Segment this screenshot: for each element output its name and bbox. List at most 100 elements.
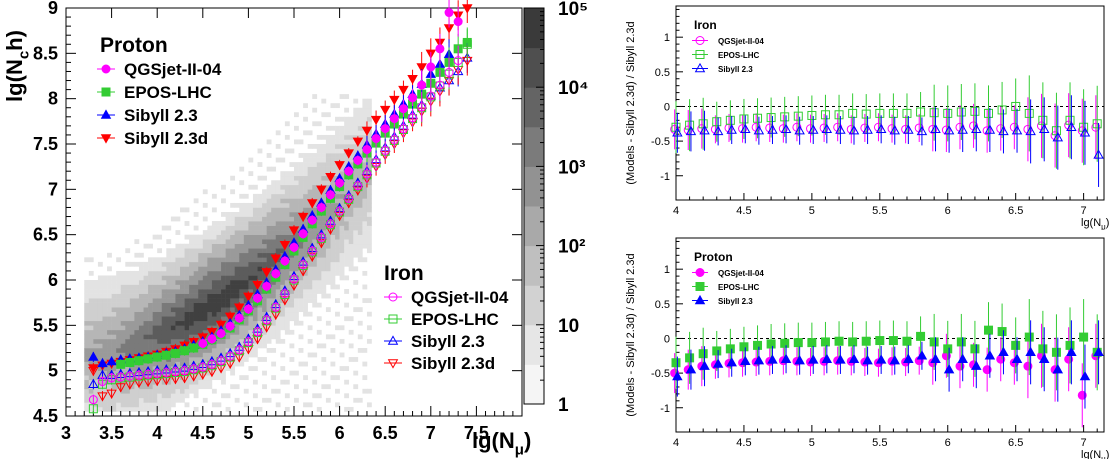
density-cell: [339, 261, 345, 267]
density-cell: [180, 275, 185, 281]
density-cell: [366, 157, 372, 163]
density-cell: [102, 280, 108, 285]
density-cell: [157, 261, 163, 267]
density-cell: [225, 275, 231, 281]
density-cell: [97, 334, 103, 340]
density-cell: [307, 162, 313, 167]
density-cell: [252, 311, 258, 317]
density-cell: [107, 298, 112, 303]
density-cell: [157, 266, 163, 272]
density-cell: [303, 157, 308, 163]
density-cell: [357, 107, 363, 113]
density-cell: [107, 334, 112, 340]
density-cell: [198, 325, 204, 331]
density-cell: [321, 284, 327, 290]
density-cell: [294, 198, 299, 204]
density-cell: [125, 316, 131, 322]
density-cell: [102, 338, 108, 344]
density-cell: [134, 379, 140, 385]
density-cell: [84, 384, 90, 390]
density-cell: [88, 329, 94, 335]
data-point: [889, 355, 901, 365]
density-cell: [93, 302, 99, 308]
density-cell: [125, 384, 131, 390]
density-cell: [353, 293, 359, 299]
density-cell: [198, 298, 204, 303]
density-cell: [102, 298, 108, 303]
legend-marker: [387, 335, 399, 345]
density-cell: [303, 298, 308, 303]
density-cell: [366, 221, 372, 226]
density-cell: [166, 338, 172, 344]
density-cell: [339, 366, 345, 371]
density-cell: [207, 261, 213, 267]
density-cell: [143, 284, 149, 290]
density-cell: [262, 230, 267, 235]
density-cell: [335, 134, 340, 140]
data-point: [252, 280, 263, 291]
legend-marker: [101, 87, 111, 97]
colorbar: [524, 8, 544, 405]
density-cell: [207, 252, 213, 258]
density-cell: [189, 334, 194, 340]
density-cell: [216, 348, 222, 353]
data-point: [280, 256, 290, 266]
density-cell: [348, 207, 354, 213]
density-cell: [339, 248, 345, 254]
density-cell: [116, 338, 122, 344]
density-cell: [357, 230, 363, 235]
density-cell: [266, 316, 272, 322]
density-cell: [330, 266, 336, 272]
density-cell: [116, 280, 122, 285]
density-cell: [362, 139, 368, 145]
data-point: [298, 260, 308, 270]
density-cell: [344, 107, 350, 113]
density-cell: [184, 280, 190, 285]
data-point: [1066, 346, 1077, 357]
density-cell: [211, 302, 217, 308]
density-cell: [225, 316, 231, 322]
density-cell: [93, 298, 99, 303]
density-cell: [189, 280, 194, 285]
density-cell: [312, 230, 318, 235]
density-cell: [216, 311, 222, 317]
density-cell: [248, 329, 254, 335]
density-cell: [111, 397, 117, 403]
density-cell: [325, 280, 331, 285]
density-cell: [344, 139, 350, 145]
density-cell: [325, 162, 331, 167]
density-cell: [152, 384, 158, 390]
density-cell: [330, 257, 336, 263]
density-cell: [125, 343, 131, 349]
density-cell: [353, 252, 359, 258]
density-cell: [161, 388, 167, 394]
density-cell: [157, 307, 163, 313]
density-cell: [166, 325, 172, 331]
density-cell: [362, 189, 368, 195]
density-cell: [316, 252, 322, 258]
density-cell: [357, 225, 363, 231]
density-cell: [230, 257, 236, 263]
density-cell: [243, 225, 249, 231]
density-cell: [120, 397, 126, 403]
density-cell: [303, 257, 308, 263]
density-cell: [211, 298, 217, 303]
density-cell: [107, 397, 112, 403]
density-cell: [339, 144, 345, 149]
density-cell: [339, 257, 345, 263]
density-cell: [166, 334, 172, 340]
density-cell: [216, 252, 222, 258]
density-cell: [284, 325, 290, 331]
legend-label: Sibyll 2.3: [718, 297, 753, 306]
density-cell: [111, 316, 117, 322]
density-cell: [193, 366, 199, 371]
density-cell: [161, 393, 167, 399]
density-cell: [125, 320, 131, 326]
density-cell: [362, 175, 368, 181]
data-point: [353, 181, 363, 191]
density-cell: [211, 388, 217, 394]
density-cell: [230, 270, 236, 276]
density-cell: [125, 348, 131, 353]
density-cell: [321, 257, 327, 263]
density-cell: [221, 270, 226, 276]
